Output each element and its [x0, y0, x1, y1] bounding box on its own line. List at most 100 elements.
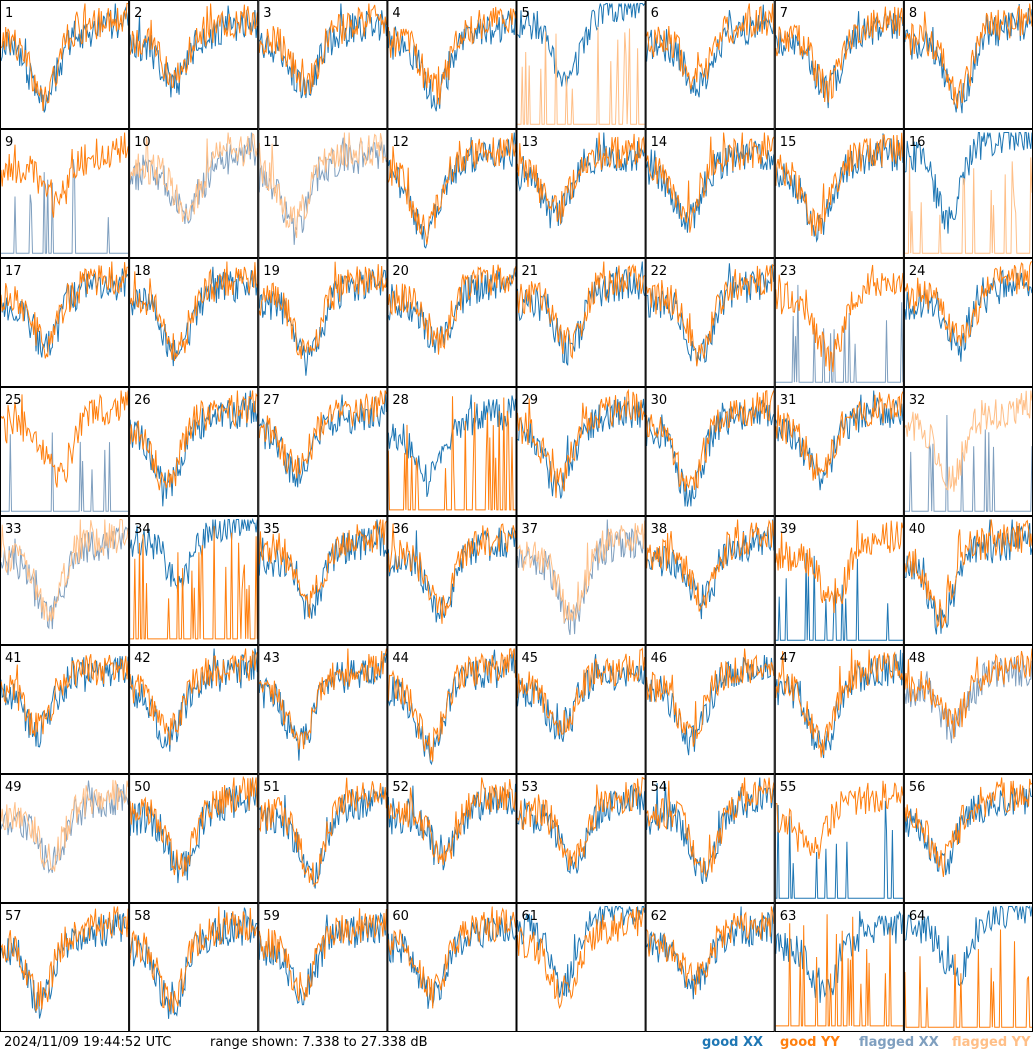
- panel-label: 50: [134, 780, 151, 795]
- panel-4: 4: [387, 0, 517, 129]
- panel-border: [258, 387, 388, 516]
- series-xx-panel-31: [775, 390, 904, 491]
- panel-border: [0, 645, 130, 774]
- legend-flagged-xx: flagged XX: [859, 1035, 939, 1050]
- panel-border: [387, 516, 517, 645]
- panel-49: 49: [0, 774, 130, 903]
- panel-label: 57: [5, 909, 22, 924]
- panel-label: 29: [522, 393, 539, 408]
- series-yy-panel-5: [517, 26, 645, 125]
- series-xx-panel-3: [258, 3, 387, 99]
- series-yy-panel-63: [775, 914, 903, 1027]
- series-yy-panel-30: [646, 389, 775, 492]
- panel-54: 54: [645, 774, 775, 903]
- panel-border: [516, 774, 646, 903]
- panel-31: 31: [774, 387, 904, 516]
- panel-border: [0, 903, 130, 1032]
- series-yy-panel-17: [0, 261, 129, 359]
- series-yy-panel-40: [904, 519, 1033, 629]
- panel-27: 27: [258, 387, 388, 516]
- series-yy-panel-38: [646, 519, 775, 612]
- series-yy-panel-29: [517, 388, 646, 498]
- series-yy-panel-60: [387, 906, 516, 1009]
- panel-label: 3: [263, 6, 271, 21]
- series-xx-panel-55: [775, 800, 903, 899]
- panel-label: 61: [522, 909, 539, 924]
- panel-border: [129, 903, 259, 1032]
- series-xx-panel-34: [129, 517, 258, 592]
- panel-label: 48: [909, 651, 926, 666]
- panel-48: 48: [903, 645, 1033, 774]
- panel-label: 17: [5, 264, 22, 279]
- panel-12: 12: [387, 129, 517, 258]
- panel-label: 6: [651, 6, 659, 21]
- series-yy-panel-61: [517, 906, 645, 1010]
- panel-border: [258, 645, 388, 774]
- series-yy-panel-58: [129, 906, 258, 1014]
- panel-26: 26: [129, 387, 259, 516]
- panel-13: 13: [516, 129, 646, 258]
- panel-50: 50: [129, 774, 259, 903]
- panel-border: [774, 0, 904, 129]
- panel-border: [387, 258, 517, 387]
- series-yy-panel-43: [258, 648, 387, 750]
- panel-border: [258, 774, 388, 903]
- panel-45: 45: [516, 645, 646, 774]
- series-xx-panel-27: [258, 390, 387, 488]
- panel-label: 46: [651, 651, 668, 666]
- panel-42: 42: [129, 645, 259, 774]
- series-xx-panel-46: [646, 654, 775, 756]
- panel-55: 55: [774, 774, 904, 903]
- series-yy-panel-7: [775, 6, 904, 103]
- panel-22: 22: [645, 258, 775, 387]
- series-yy-panel-39: [775, 520, 904, 614]
- series-yy-panel-20: [387, 264, 516, 355]
- panel-label: 36: [392, 522, 409, 537]
- panel-label: 14: [651, 135, 668, 150]
- series-yy-panel-23: [775, 264, 904, 373]
- panel-label: 34: [134, 522, 151, 537]
- panel-label: 41: [5, 651, 22, 666]
- panel-label: 49: [5, 780, 22, 795]
- panel-label: 35: [263, 522, 280, 537]
- panel-60: 60: [387, 903, 517, 1032]
- panel-56: 56: [903, 774, 1033, 903]
- panel-label: 7: [780, 6, 788, 21]
- panel-2: 2: [129, 0, 259, 129]
- panel-border: [258, 129, 388, 258]
- panel-20: 20: [387, 258, 517, 387]
- series-xx-panel-39: [775, 553, 903, 641]
- series-yy-panel-6: [646, 3, 775, 90]
- series-yy-panel-9: [0, 132, 129, 218]
- panel-label: 25: [5, 393, 22, 408]
- panel-label: 20: [392, 264, 409, 279]
- panel-label: 56: [909, 780, 926, 795]
- panel-border: [516, 258, 646, 387]
- panel-border: [774, 774, 904, 903]
- panel-border: [129, 516, 259, 645]
- panel-border: [129, 258, 259, 387]
- series-yy-panel-15: [775, 132, 904, 236]
- series-xx-panel-4: [387, 10, 516, 112]
- panel-39: 39: [774, 516, 904, 645]
- panel-3: 3: [258, 0, 388, 129]
- panel-43: 43: [258, 645, 388, 774]
- panel-label: 1: [5, 6, 13, 21]
- series-xx-panel-45: [517, 654, 646, 742]
- series-yy-panel-48: [904, 648, 1033, 739]
- panel-label: 10: [134, 135, 151, 150]
- series-yy-panel-32: [904, 390, 1033, 492]
- panel-28: 28: [387, 387, 517, 516]
- series-yy-panel-18: [129, 261, 258, 362]
- panel-51: 51: [258, 774, 388, 903]
- panel-label: 9: [5, 135, 13, 150]
- panel-border: [387, 387, 517, 516]
- panel-36: 36: [387, 516, 517, 645]
- panel-border: [258, 903, 388, 1032]
- panel-label: 24: [909, 264, 926, 279]
- series-yy-panel-34: [130, 526, 258, 640]
- panel-label: 44: [392, 651, 409, 666]
- panel-label: 21: [522, 264, 539, 279]
- series-yy-panel-52: [387, 777, 516, 865]
- series-yy-panel-8: [904, 3, 1033, 109]
